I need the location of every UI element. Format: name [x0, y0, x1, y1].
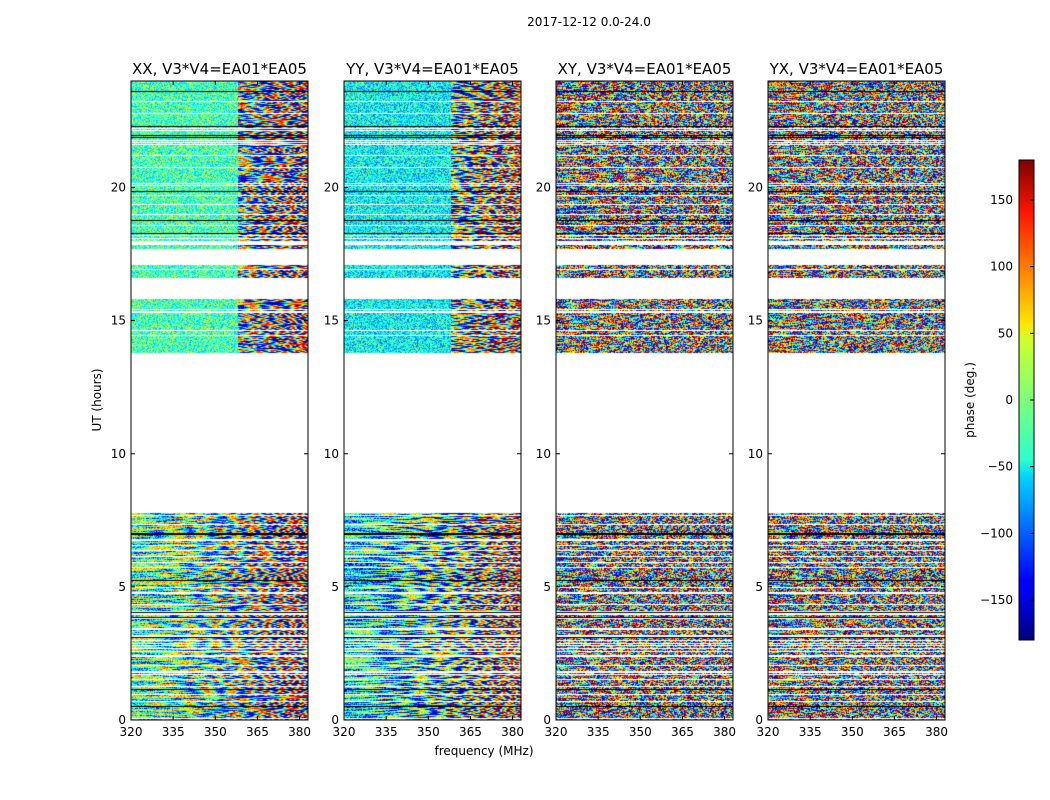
y-tick-label: 20: [748, 181, 763, 195]
y-tick-label: 15: [536, 314, 551, 328]
colorbar-tick-label: 0: [1005, 393, 1013, 407]
x-tick-label: 320: [757, 725, 780, 739]
y-tick-label: 15: [748, 314, 763, 328]
panel-frame: [343, 80, 522, 721]
x-tick-label: 335: [162, 725, 185, 739]
y-tick-label: 15: [111, 314, 126, 328]
panel-frame: [767, 80, 946, 721]
x-tick-label: 320: [333, 725, 356, 739]
panels-group: XX, V3*V4=EA01*EA05 320 335 350 365 380 0 5 10 15…: [111, 60, 948, 739]
heatmap-image: [131, 81, 308, 720]
x-tick-label: 365: [459, 725, 482, 739]
x-tick-label: 350: [629, 725, 652, 739]
panel-title: YY, V3*V4=EA01*EA05: [345, 60, 519, 78]
heatmap-image: [768, 81, 945, 720]
colorbar: 150 100 50 0 −50 −100 −150 phase (deg.): [963, 159, 1035, 641]
colorbar-tick-label: −150: [980, 593, 1013, 607]
y-tick-label: 5: [331, 580, 339, 594]
panel-title: XX, V3*V4=EA01*EA05: [132, 60, 307, 78]
x-tick-label: 380: [501, 725, 524, 739]
heatmap-image: [344, 81, 521, 720]
y-tick-label: 0: [755, 713, 763, 727]
x-tick-label: 365: [246, 725, 269, 739]
y-tick-label: 10: [324, 447, 339, 461]
x-tick-label: 380: [288, 725, 311, 739]
x-tick-label: 350: [841, 725, 864, 739]
x-tick-label: 335: [799, 725, 822, 739]
panel-title: XY, V3*V4=EA01*EA05: [558, 60, 732, 78]
figure-suptitle: 2017-12-12 0.0-24.0: [527, 15, 651, 29]
panel-1: XX, V3*V4=EA01*EA05 320 335 350 365 380 0 5 10 15…: [111, 60, 311, 739]
colorbar-ticks: 150 100 50 0 −50 −100 −150: [980, 193, 1034, 607]
colorbar-tick-label: −100: [980, 526, 1013, 540]
y-tick-label: 0: [543, 713, 551, 727]
colorbar-tick-label: −50: [988, 460, 1013, 474]
y-tick-label: 10: [748, 447, 763, 461]
panel-title: YX, V3*V4=EA01*EA05: [769, 60, 944, 78]
y-axis-label: UT (hours): [90, 368, 104, 431]
x-axis-label: frequency (MHz): [434, 744, 533, 758]
x-tick-label: 350: [417, 725, 440, 739]
x-tick-label: 335: [587, 725, 610, 739]
y-tick-label: 15: [324, 314, 339, 328]
y-tick-label: 20: [324, 181, 339, 195]
panel-2: YY, V3*V4=EA01*EA05 320 335 350 365 380 0 5 10 15…: [324, 60, 524, 739]
x-tick-label: 365: [883, 725, 906, 739]
x-tick-label: 380: [713, 725, 736, 739]
x-tick-label: 380: [925, 725, 948, 739]
y-tick-label: 0: [331, 713, 339, 727]
y-tick-label: 10: [111, 447, 126, 461]
colorbar-label: phase (deg.): [963, 362, 977, 438]
x-tick-label: 335: [375, 725, 398, 739]
panel-3: XY, V3*V4=EA01*EA05 320 335 350 365 380 0 5 10 15…: [536, 60, 736, 739]
y-tick-label: 5: [755, 580, 763, 594]
colorbar-tick-label: 150: [990, 193, 1013, 207]
y-tick-label: 20: [536, 181, 551, 195]
y-tick-label: 10: [536, 447, 551, 461]
heatmap-image: [556, 81, 733, 720]
x-tick-label: 365: [671, 725, 694, 739]
y-tick-label: 5: [118, 580, 126, 594]
x-tick-label: 320: [120, 725, 143, 739]
x-tick-label: 320: [545, 725, 568, 739]
colorbar-tick-label: 100: [990, 260, 1013, 274]
y-tick-label: 20: [111, 181, 126, 195]
panel-frame: [555, 80, 734, 721]
y-tick-label: 5: [543, 580, 551, 594]
panel-frame: [130, 80, 309, 721]
x-tick-label: 350: [204, 725, 227, 739]
colorbar-tick-label: 50: [998, 326, 1013, 340]
panel-4: YX, V3*V4=EA01*EA05 320 335 350 365 380 0 5 10 15…: [748, 60, 948, 739]
y-tick-label: 0: [118, 713, 126, 727]
